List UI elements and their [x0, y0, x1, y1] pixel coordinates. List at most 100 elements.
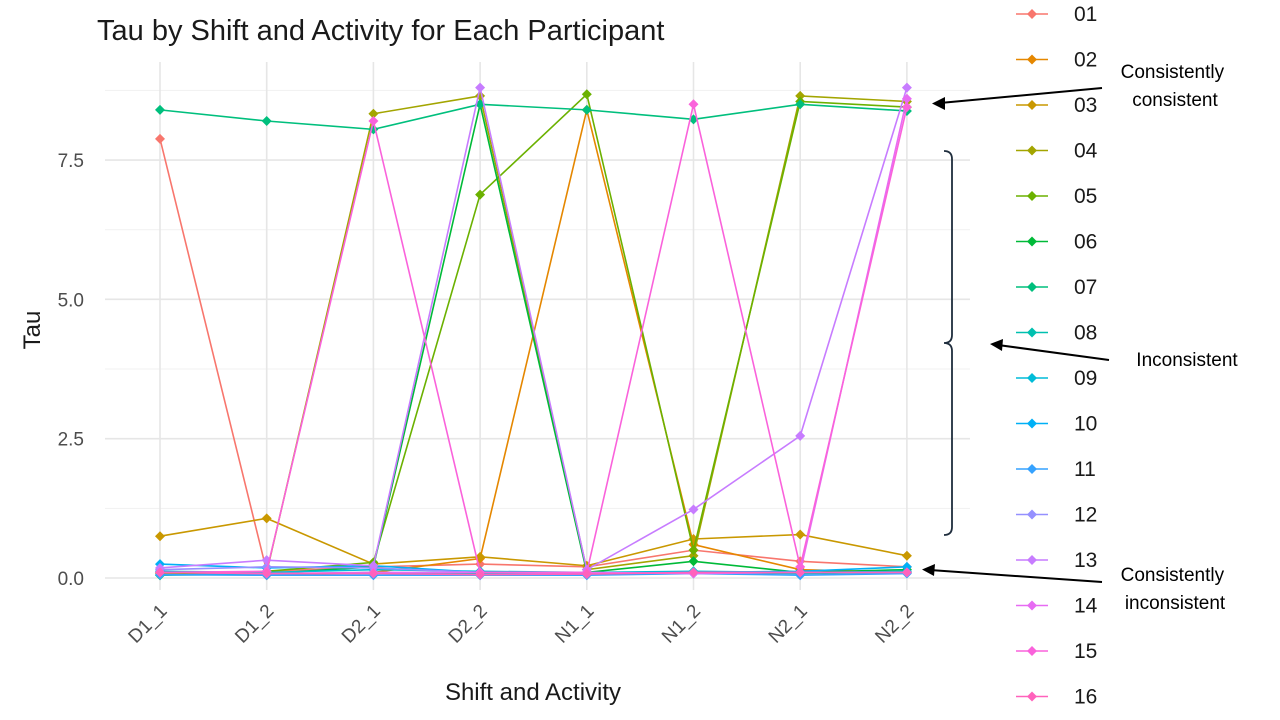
legend-item-13: 13	[1016, 549, 1097, 572]
series-line	[159, 92, 907, 577]
legend-label: 03	[1074, 94, 1097, 117]
legend-swatch-marker	[1027, 54, 1037, 65]
legend-swatch-marker	[1027, 145, 1037, 156]
legend-swatch-marker	[1027, 373, 1037, 383]
data-point	[581, 89, 592, 100]
annotation-line: consistent	[1132, 90, 1218, 111]
legend-label: 06	[1074, 231, 1097, 254]
x-axis-title: Shift and Activity	[445, 679, 621, 706]
legend-item-02: 02	[1016, 49, 1097, 72]
annotations: Consistently consistent Inconsistent Con…	[922, 62, 1238, 614]
grid	[105, 62, 970, 590]
data-point	[901, 550, 912, 561]
data-point	[155, 531, 165, 542]
legend-label: 11	[1074, 458, 1096, 481]
data-point	[688, 567, 699, 578]
x-tick-label: N2_2	[871, 601, 918, 648]
data-point	[688, 99, 699, 110]
y-axis-ticks: 0.0 2.5 5.0 7.5	[58, 151, 84, 590]
data-point	[795, 561, 806, 572]
legend-swatch-marker	[1027, 464, 1037, 474]
legend-swatch-marker	[1027, 236, 1037, 247]
legend-swatch-marker	[1027, 646, 1037, 656]
x-tick-label: N1_2	[658, 601, 705, 648]
legend-label: 13	[1074, 549, 1097, 572]
data-point	[795, 529, 806, 540]
legend-item-14: 14	[1016, 595, 1098, 618]
series-02	[155, 104, 912, 581]
legend: 01 02 03 04 05 06 07 08 09 10 11 12 13 14 15 16	[1016, 3, 1098, 709]
legend-swatch-marker	[1027, 9, 1037, 19]
series-line	[159, 87, 908, 571]
data-point	[901, 102, 912, 113]
x-tick-label: D2_1	[338, 601, 385, 648]
legend-label: 08	[1074, 322, 1097, 345]
data-point	[688, 504, 699, 515]
data-point	[901, 82, 912, 93]
legend-swatch-marker	[1027, 600, 1037, 611]
legend-item-07: 07	[1016, 276, 1097, 299]
data-point	[475, 82, 486, 93]
data-point	[368, 560, 379, 571]
legend-label: 12	[1074, 504, 1097, 527]
legend-label: 09	[1074, 367, 1097, 390]
series-line	[159, 95, 907, 575]
data-point	[581, 104, 592, 115]
legend-label: 02	[1074, 49, 1097, 72]
series-line	[159, 104, 908, 574]
annotation-consistently-inconsistent: Consistently inconsistent	[1121, 565, 1230, 614]
legend-item-12: 12	[1016, 504, 1097, 527]
series-line	[159, 571, 907, 576]
legend-label: 05	[1074, 185, 1097, 208]
data-point	[475, 189, 486, 200]
legend-label: 01	[1074, 3, 1097, 26]
legend-item-10: 10	[1016, 413, 1097, 436]
data-point	[261, 568, 272, 579]
arrow-line	[997, 344, 1110, 361]
legend-item-09: 09	[1016, 367, 1097, 390]
data-point	[795, 430, 806, 441]
data-point	[901, 93, 912, 104]
legend-item-16: 16	[1016, 686, 1097, 709]
x-tick-label: N1_1	[551, 601, 598, 648]
legend-item-03: 03	[1016, 94, 1097, 117]
annotation-consistently-consistent: Consistently consistent	[1121, 62, 1230, 111]
legend-swatch-marker	[1027, 691, 1037, 702]
annotation-line: Consistently	[1121, 565, 1225, 586]
legend-item-08: 08	[1016, 322, 1097, 345]
x-tick-label: D1_1	[125, 601, 172, 648]
data-point	[688, 556, 699, 567]
series-16	[155, 567, 912, 580]
data-point	[368, 116, 379, 127]
legend-swatch-marker	[1027, 509, 1037, 520]
y-tick-label: 2.5	[58, 430, 84, 451]
series-line	[159, 138, 907, 573]
y-axis-title: Tau	[19, 311, 46, 350]
legend-item-11: 11	[1016, 458, 1096, 481]
data-point	[261, 116, 272, 127]
legend-label: 14	[1074, 595, 1098, 618]
data-point	[901, 561, 912, 572]
series-06	[155, 99, 912, 579]
data-point	[901, 567, 912, 578]
legend-item-01: 01	[1016, 3, 1097, 26]
series-04	[155, 90, 912, 579]
annotation-line: Consistently	[1121, 62, 1225, 83]
legend-swatch-marker	[1027, 100, 1037, 110]
data-point	[155, 567, 165, 578]
series-line	[159, 572, 907, 577]
legend-item-06: 06	[1016, 231, 1097, 254]
legend-swatch-marker	[1027, 191, 1037, 201]
legend-swatch-marker	[1027, 418, 1037, 429]
data-point	[581, 569, 592, 580]
series-01	[155, 133, 912, 577]
data-point	[795, 90, 806, 101]
x-tick-label: D1_2	[231, 601, 278, 648]
data-point	[368, 108, 379, 119]
series-line	[159, 103, 907, 131]
data-point	[155, 104, 165, 115]
annotation-line: inconsistent	[1125, 593, 1226, 614]
data-point	[368, 568, 379, 579]
y-tick-label: 0.0	[58, 569, 84, 590]
arrow-head	[922, 564, 935, 576]
